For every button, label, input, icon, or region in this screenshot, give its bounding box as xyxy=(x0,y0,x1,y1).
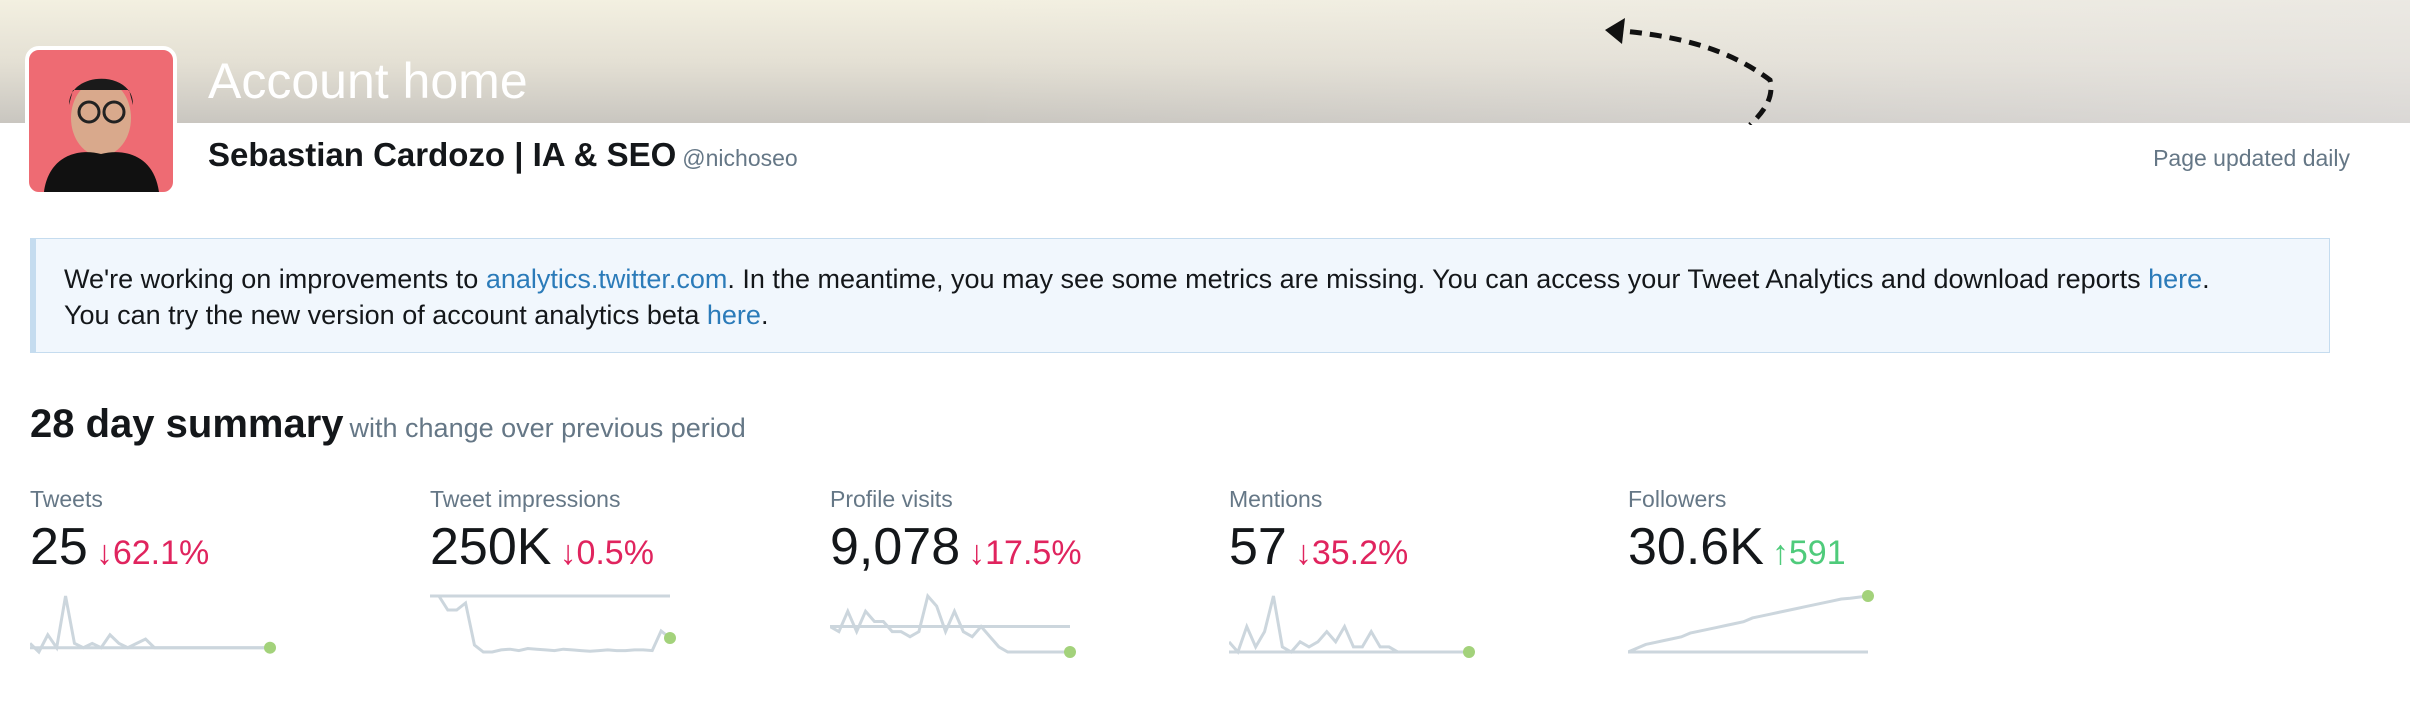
metric-tweet-impressions[interactable]: Tweet impressions 250K ↓0.5% xyxy=(430,486,810,577)
analytics-link[interactable]: analytics.twitter.com xyxy=(485,264,728,294)
account-name: Sebastian Cardozo | IA & SEO @nichoseo xyxy=(208,136,798,174)
arrow-down-icon: ↓ xyxy=(559,534,577,572)
sparkline-endpoint xyxy=(1463,646,1475,658)
metric-change: ↑591 xyxy=(1772,534,1846,572)
sparkline-endpoint xyxy=(1862,590,1874,602)
sparkline xyxy=(430,594,676,654)
metric-profile-visits[interactable]: Profile visits 9,078 ↓17.5% xyxy=(830,486,1210,577)
change-value: 35.2% xyxy=(1311,534,1409,572)
metric-change: ↓0.5% xyxy=(559,534,654,572)
summary-heading: 28 day summary with change over previous … xyxy=(30,402,746,447)
sparkline xyxy=(1229,595,1475,658)
metric-tweets[interactable]: Tweets 25 ↓62.1% xyxy=(30,486,410,577)
dashed-arrow-decoration xyxy=(1605,18,1774,125)
sparkline-series xyxy=(30,595,270,655)
summary-title: 28 day summary xyxy=(30,402,344,446)
change-value: 591 xyxy=(1788,534,1846,572)
sparkline-endpoint xyxy=(1064,646,1076,658)
metric-value: 250K xyxy=(430,518,552,576)
summary-subtitle: with change over previous period xyxy=(349,413,746,443)
metric-label: Mentions xyxy=(1229,486,1323,512)
sparkline-endpoint xyxy=(664,632,676,644)
metric-followers[interactable]: Followers 30.6K ↑591 xyxy=(1628,486,2008,577)
notice-text: . xyxy=(2202,264,2210,294)
metric-change: ↓62.1% xyxy=(96,534,209,572)
account-handle: @nichoseo xyxy=(682,145,798,171)
metric-change: ↓35.2% xyxy=(1295,534,1408,572)
change-value: 0.5% xyxy=(576,534,654,572)
change-value: 62.1% xyxy=(112,534,210,572)
sparkline xyxy=(830,592,1076,658)
sparkline-series xyxy=(430,594,671,654)
avatar[interactable] xyxy=(25,46,177,196)
metric-label: Tweet impressions xyxy=(430,486,621,512)
metric-label: Followers xyxy=(1628,486,1727,512)
sparkline-series xyxy=(1628,594,1869,654)
sparkline-endpoint xyxy=(264,641,276,654)
metric-value: 30.6K xyxy=(1628,518,1764,576)
metric-value: 25 xyxy=(30,518,88,576)
info-notice: We're working on improvements to analyti… xyxy=(30,238,2330,353)
update-frequency-note: Page updated daily xyxy=(2153,145,2350,171)
beta-analytics-link[interactable]: here xyxy=(706,300,761,330)
metric-mentions[interactable]: Mentions 57 ↓35.2% xyxy=(1229,486,1609,577)
notice-text: You can try the new version of account a… xyxy=(64,300,707,330)
page-title: Account home xyxy=(208,53,528,109)
tweet-analytics-link[interactable]: here xyxy=(2148,264,2203,294)
metric-value: 57 xyxy=(1229,518,1287,576)
notice-text: . xyxy=(760,300,769,330)
display-name: Sebastian Cardozo | IA & SEO xyxy=(208,136,677,173)
notice-text: We're working on improvements to xyxy=(64,264,486,294)
arrow-down-icon: ↓ xyxy=(1294,534,1312,572)
metric-label: Profile visits xyxy=(830,486,953,512)
metric-value: 9,078 xyxy=(830,518,961,576)
arrow-down-icon: ↓ xyxy=(968,534,986,572)
sparkline-series xyxy=(830,592,1070,654)
sparkline xyxy=(1628,590,1874,654)
metric-change: ↓17.5% xyxy=(968,534,1081,572)
change-value: 17.5% xyxy=(985,534,1082,572)
metric-label: Tweets xyxy=(30,486,103,512)
notice-text: . In the meantime, you may see some metr… xyxy=(727,264,2149,294)
arrow-up-icon: ↑ xyxy=(1771,534,1789,572)
sparkline xyxy=(30,595,276,655)
avatar-photo xyxy=(44,78,159,192)
arrow-down-icon: ↓ xyxy=(95,534,113,572)
sparkline-series xyxy=(1229,595,1469,655)
